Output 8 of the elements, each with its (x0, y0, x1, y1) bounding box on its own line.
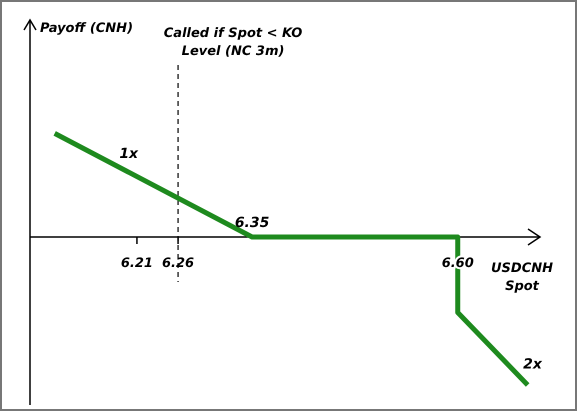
annotation: 1x (119, 146, 140, 162)
x-tick-label: 6.21 (120, 256, 153, 271)
x-axis-title: USDCNH Spot (490, 261, 554, 294)
annotation: 6.35 (234, 215, 270, 231)
ref-line-label: Called if Spot < KO Level (NC 3m) (164, 26, 302, 59)
x-tick-label: 6.26 (162, 256, 194, 271)
annotation: 2x (523, 356, 543, 372)
text: Payoff (CNH) (40, 21, 134, 36)
